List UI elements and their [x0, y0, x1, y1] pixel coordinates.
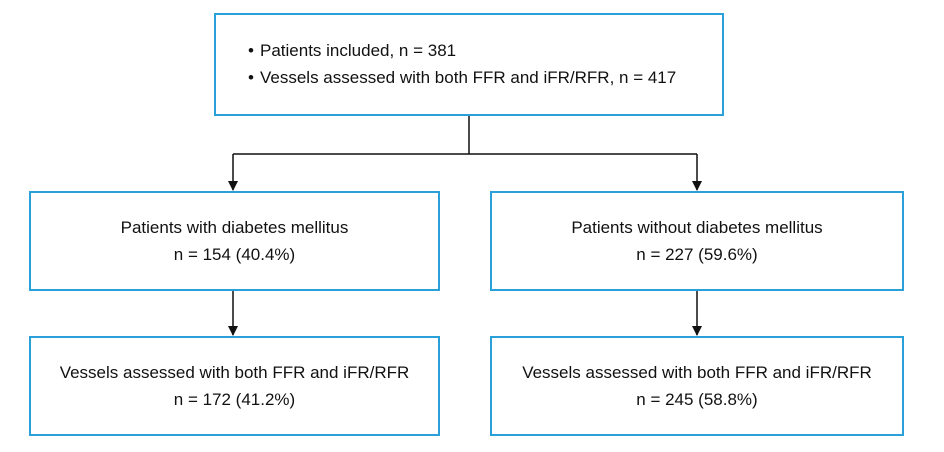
- no-diabetes-vessels-count: n = 245 (58.8%): [636, 390, 758, 409]
- diabetes-group-title: Patients with diabetes mellitus: [120, 218, 349, 237]
- summary-item-patients: Patients included, n = 381: [248, 37, 722, 64]
- diabetes-vessels-count: n = 172 (41.2%): [173, 390, 296, 409]
- diabetes-group-count: n = 154 (40.4%): [173, 245, 296, 264]
- diabetes-group-box: Patients with diabetes mellitus n = 154 …: [29, 191, 440, 291]
- summary-item-vessels: Vessels assessed with both FFR and iFR/R…: [248, 64, 722, 91]
- no-diabetes-group-count: n = 227 (59.6%): [636, 245, 758, 264]
- diabetes-vessels-box: Vessels assessed with both FFR and iFR/R…: [29, 336, 440, 436]
- no-diabetes-group-box: Patients without diabetes mellitus n = 2…: [490, 191, 904, 291]
- diabetes-vessels-title: Vessels assessed with both FFR and iFR/R…: [59, 363, 410, 382]
- no-diabetes-vessels-title: Vessels assessed with both FFR and iFR/R…: [522, 363, 872, 382]
- no-diabetes-vessels-box: Vessels assessed with both FFR and iFR/R…: [490, 336, 904, 436]
- summary-list: Patients included, n = 381 Vessels asses…: [248, 37, 722, 91]
- no-diabetes-group-title: Patients without diabetes mellitus: [571, 218, 823, 237]
- top-summary-box: Patients included, n = 381 Vessels asses…: [214, 13, 724, 116]
